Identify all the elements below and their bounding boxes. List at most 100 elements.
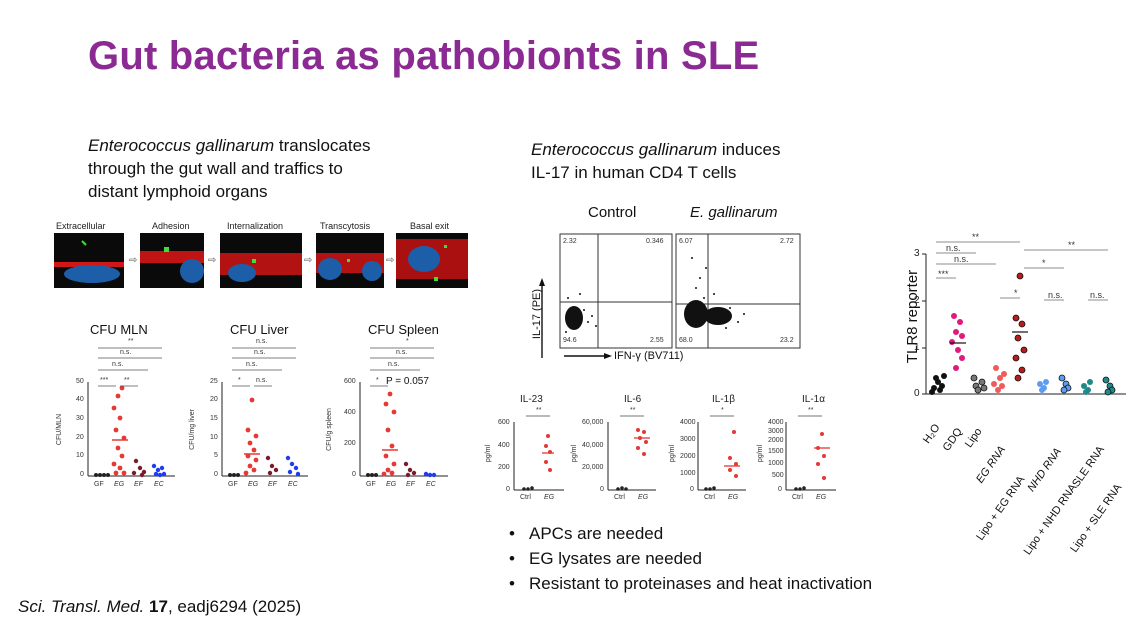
- il1b-title: IL-1β: [712, 394, 735, 405]
- il23-ytick-200: 200: [498, 464, 510, 471]
- cfu-figure: CFU MLN CFU Liver CFU Spleen: [50, 318, 470, 493]
- il1b-x-ctrl: Ctrl: [704, 494, 715, 501]
- tlr8-sig-2: n.s.: [946, 243, 961, 253]
- cytokine-figure: IL-23 IL-6 IL-1β IL-1α ** ** * ** 600 40…: [484, 392, 854, 507]
- tlr8-x-h2o: H₂O: [920, 422, 943, 446]
- flow-plots: [539, 233, 801, 359]
- mln-ytick-10: 10: [76, 452, 84, 459]
- liver-ytick-20: 20: [210, 396, 218, 403]
- tlr8-ytick-1: 1: [914, 342, 920, 353]
- tlr8-sig-6: **: [1068, 240, 1076, 250]
- mln-ytick-0: 0: [80, 471, 84, 478]
- cfu-liver-axes: [221, 347, 308, 477]
- flow-eg-q1: 6.07: [679, 238, 693, 245]
- mln-ytick-20: 20: [76, 434, 84, 441]
- cytokine-plots: [513, 415, 836, 491]
- micro-panel-1: [54, 233, 124, 288]
- liver-ylabel: CFU/mg liver: [188, 409, 196, 450]
- il1b-ytick-3000: 3000: [680, 436, 696, 443]
- liver-sig-5: n.s.: [256, 377, 268, 384]
- spleen-ytick-600: 600: [344, 378, 356, 385]
- micro-panel-5: [396, 233, 468, 288]
- spleen-sig-3: n.s.: [388, 361, 400, 368]
- il1a-title: IL-1α: [802, 394, 826, 405]
- microscopy-strip: ⇨ ⇨ ⇨ ⇨ Extracell: [52, 219, 472, 291]
- tlr8-sig-7: *: [1042, 258, 1046, 268]
- mln-x-gf: GF: [94, 481, 104, 488]
- il1b-ylabel: pg/ml: [669, 444, 677, 463]
- tlr8-sig-9: n.s.: [1090, 290, 1105, 300]
- liver-ytick-15: 15: [210, 415, 218, 422]
- cfu-liver-title: CFU Liver: [230, 322, 289, 337]
- tlr8-sig-5: *: [1014, 288, 1018, 298]
- spleen-sig-5: P = 0.057: [386, 376, 429, 387]
- tlr8-x-gdq: GDQ: [940, 426, 965, 454]
- il1b-sig: *: [721, 407, 724, 414]
- spleen-x-ec: EC: [426, 481, 436, 488]
- spleen-sig-2: n.s.: [396, 349, 408, 356]
- il23-ylabel: pg/ml: [485, 444, 493, 463]
- finding-apcs: APCs are needed: [507, 521, 872, 546]
- tlr8-figure: TLR8 reporter 3 2 1 0 ** n.s. n.s. *** *…: [896, 228, 1134, 406]
- cfu-spleen-axes: [359, 347, 448, 478]
- il23-sig: **: [536, 407, 542, 414]
- mln-sig-2: n.s.: [120, 349, 132, 356]
- tlr8-ytick-0: 0: [914, 388, 920, 399]
- citation-journal: Sci. Transl. Med.: [18, 597, 145, 616]
- micro-label-5: Basal exit: [410, 221, 450, 231]
- microscopy-panels: ⇨ ⇨ ⇨ ⇨: [54, 233, 468, 288]
- tlr8-ytick-3: 3: [914, 248, 920, 259]
- left-caption-line3: distant lymphoid organs: [88, 182, 268, 201]
- tlr8-x-sle-rna: SLE RNA: [1070, 444, 1107, 490]
- flow-control-q1: 2.32: [563, 238, 577, 245]
- middle-caption: Enterococcus gallinarum induces IL-17 in…: [531, 138, 780, 184]
- liver-x-gf: GF: [228, 481, 238, 488]
- flow-eg-q2: 2.72: [780, 238, 794, 245]
- liver-x-eg: EG: [248, 481, 259, 488]
- il23-title: IL-23: [520, 394, 543, 405]
- il6-title: IL-6: [624, 394, 642, 405]
- tlr8-x-nhd-rna: NHD RNA: [1025, 446, 1064, 494]
- il6-ytick-40000: 40,000: [582, 442, 604, 449]
- tlr8-xlabels: H₂O GDQ Lipo EG RNA Lipo + EG RNA NHD RN…: [896, 396, 1134, 557]
- citation-rest: , eadj6294 (2025): [167, 597, 302, 616]
- tlr8-sig-1: **: [972, 232, 980, 242]
- micro-label-4: Transcytosis: [320, 221, 371, 231]
- slide-title: Gut bacteria as pathobionts in SLE: [88, 34, 760, 78]
- left-caption-species: Enterococcus gallinarum: [88, 136, 275, 155]
- spleen-ytick-0: 0: [352, 471, 356, 478]
- il1b-ytick-4000: 4000: [680, 419, 696, 426]
- flow-figure: Control E. gallinarum IL-17 (PE) IFN-γ (…: [530, 198, 810, 388]
- micro-label-1: Extracellular: [56, 221, 106, 231]
- il23-ytick-400: 400: [498, 442, 510, 449]
- spleen-x-gf: GF: [366, 481, 376, 488]
- il1a-x-eg: EG: [816, 494, 827, 501]
- mln-sig-1: **: [128, 338, 134, 345]
- il1a-ytick-1000: 1000: [768, 460, 784, 467]
- tlr8-ytick-2: 2: [914, 295, 920, 306]
- svg-text:⇨: ⇨: [386, 255, 394, 266]
- il1a-ytick-1500: 1500: [768, 448, 784, 455]
- tlr8-plot: [922, 241, 1126, 396]
- il1a-sig: **: [808, 407, 814, 414]
- left-caption-line1: translocates: [274, 136, 371, 155]
- tlr8-x-lipo-sle-rna: Lipo + SLE RNA: [1068, 482, 1125, 555]
- il6-sig: **: [630, 407, 636, 414]
- mln-ytick-50: 50: [76, 378, 84, 385]
- il1a-ytick-500: 500: [772, 472, 784, 479]
- il6-ytick-60000: 60,000: [582, 419, 604, 426]
- svg-text:⇨: ⇨: [208, 255, 216, 266]
- il1a-ytick-4000: 4000: [768, 419, 784, 426]
- mln-ylabel: CFU/MLN: [56, 413, 64, 446]
- mln-sig-5: **: [124, 377, 130, 384]
- cfu-spleen-title: CFU Spleen: [368, 322, 439, 337]
- micro-label-3: Internalization: [227, 221, 284, 231]
- tlr8-sig-4: ***: [938, 269, 949, 279]
- flow-control-q3: 94.6: [563, 337, 577, 344]
- middle-caption-species: Enterococcus gallinarum: [531, 140, 718, 159]
- il1a-x-ctrl: Ctrl: [792, 494, 803, 501]
- finding-lysates: EG lysates are needed: [507, 546, 872, 571]
- finding-resistant: Resistant to proteinases and heat inacti…: [507, 571, 872, 596]
- cfu-mln-title: CFU MLN: [90, 322, 148, 337]
- liver-x-ec: EC: [288, 481, 298, 488]
